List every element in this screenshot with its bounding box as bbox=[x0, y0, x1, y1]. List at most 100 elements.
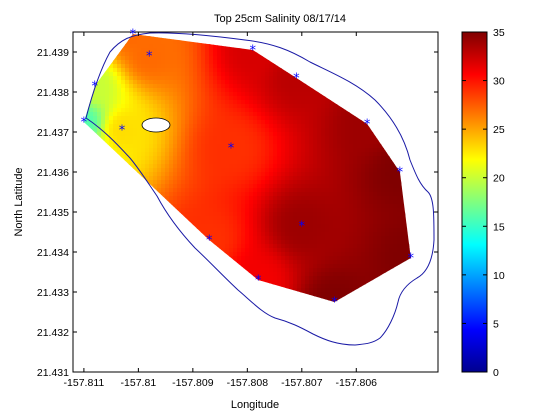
surface-cell bbox=[177, 60, 182, 65]
surface-cell bbox=[285, 176, 290, 181]
surface-cell bbox=[149, 108, 154, 113]
surface-cell bbox=[257, 116, 262, 121]
surface-cell bbox=[269, 108, 274, 113]
surface-cell bbox=[173, 80, 178, 85]
surface-cell bbox=[169, 88, 174, 93]
surface-cell bbox=[261, 96, 266, 101]
surface-cell bbox=[229, 84, 234, 89]
surface-cell bbox=[269, 256, 274, 261]
surface-cell bbox=[301, 164, 306, 169]
surface-cell bbox=[105, 140, 110, 145]
surface-cell bbox=[149, 68, 154, 73]
surface-cell bbox=[301, 144, 306, 149]
surface-cell bbox=[273, 180, 278, 185]
surface-cell bbox=[89, 116, 94, 121]
surface-cell bbox=[157, 132, 162, 137]
surface-cell bbox=[249, 208, 254, 213]
surface-cell bbox=[269, 172, 274, 177]
surface-cell bbox=[105, 100, 110, 105]
surface-cell bbox=[265, 76, 270, 81]
surface-cell bbox=[93, 104, 98, 109]
surface-cell bbox=[149, 160, 154, 165]
surface-cell bbox=[165, 152, 170, 157]
surface-cell bbox=[125, 156, 130, 161]
surface-cell bbox=[197, 52, 202, 57]
surface-cell bbox=[293, 144, 298, 149]
surface-cell bbox=[225, 140, 230, 145]
surface-cell bbox=[165, 60, 170, 65]
surface-cell bbox=[121, 108, 126, 113]
surface-cell bbox=[213, 120, 218, 125]
surface-cell bbox=[305, 236, 310, 241]
surface-cell bbox=[281, 164, 286, 169]
surface-cell bbox=[257, 148, 262, 153]
surface-cell bbox=[177, 184, 182, 189]
surface-cell bbox=[301, 188, 306, 193]
surface-cell bbox=[293, 252, 298, 257]
surface-cell bbox=[213, 212, 218, 217]
surface-cell bbox=[277, 76, 282, 81]
surface-cell bbox=[229, 144, 234, 149]
surface-cell bbox=[269, 216, 274, 221]
surface-cell bbox=[185, 40, 190, 45]
surface-cell bbox=[297, 188, 302, 193]
surface-cell bbox=[281, 100, 286, 105]
surface-cell bbox=[105, 68, 110, 73]
surface-cell bbox=[261, 216, 266, 221]
surface-cell bbox=[305, 184, 310, 189]
surface-cell bbox=[273, 228, 278, 233]
surface-cell bbox=[125, 104, 130, 109]
surface-cell bbox=[237, 176, 242, 181]
surface-cell bbox=[297, 216, 302, 221]
surface-cell bbox=[149, 148, 154, 153]
surface-cell bbox=[113, 76, 118, 81]
surface-cell bbox=[265, 260, 270, 265]
surface-cell bbox=[225, 72, 230, 77]
surface-cell bbox=[229, 164, 234, 169]
surface-cell bbox=[101, 88, 106, 93]
surface-cell bbox=[177, 76, 182, 81]
surface-cell bbox=[273, 244, 278, 249]
surface-cell bbox=[221, 64, 226, 69]
surface-cell bbox=[245, 260, 250, 265]
surface-cell bbox=[221, 168, 226, 173]
surface-cell bbox=[209, 136, 214, 141]
surface-cell bbox=[189, 192, 194, 197]
surface-cell bbox=[153, 96, 158, 101]
surface-cell bbox=[197, 172, 202, 177]
surface-cell bbox=[285, 160, 290, 165]
surface-cell bbox=[145, 172, 150, 177]
surface-cell bbox=[237, 132, 242, 137]
surface-cell bbox=[97, 92, 102, 97]
surface-cell bbox=[205, 180, 210, 185]
surface-cell bbox=[281, 240, 286, 245]
surface-cell bbox=[133, 104, 138, 109]
surface-cell bbox=[281, 188, 286, 193]
surface-cell bbox=[253, 136, 258, 141]
surface-cell bbox=[169, 84, 174, 89]
surface-cell bbox=[281, 192, 286, 197]
surface-cell bbox=[193, 220, 198, 225]
surface-cell bbox=[157, 72, 162, 77]
surface-cell bbox=[269, 164, 274, 169]
surface-cell bbox=[213, 220, 218, 225]
surface-cell bbox=[125, 144, 130, 149]
surface-cell bbox=[161, 152, 166, 157]
surface-cell bbox=[269, 264, 274, 269]
surface-cell bbox=[121, 112, 126, 117]
surface-cell bbox=[141, 144, 146, 149]
surface-cell bbox=[93, 108, 98, 113]
surface-cell bbox=[245, 192, 250, 197]
surface-cell bbox=[193, 68, 198, 73]
surface-cell bbox=[173, 40, 178, 45]
surface-cell bbox=[253, 104, 258, 109]
surface-cell bbox=[281, 224, 286, 229]
surface-cell bbox=[121, 136, 126, 141]
surface-cell bbox=[113, 136, 118, 141]
surface-cell bbox=[305, 116, 310, 121]
surface-cell bbox=[221, 52, 226, 57]
surface-cell bbox=[285, 76, 290, 81]
surface-cell bbox=[257, 72, 262, 77]
surface-cell bbox=[117, 112, 122, 117]
surface-cell bbox=[145, 88, 150, 93]
